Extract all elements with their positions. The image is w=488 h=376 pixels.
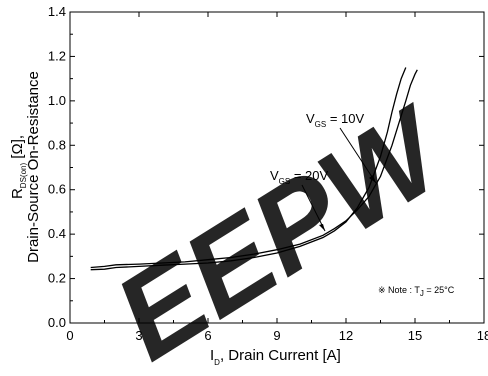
y-tick-label: 0.0 [48, 315, 66, 330]
y-axis-label-line2: Drain-Source On-Resistance [25, 71, 42, 263]
x-tick-label: 3 [135, 328, 142, 343]
x-tick-label: 6 [204, 328, 211, 343]
note-annotation: ※ Note : TJ = 25°C [378, 285, 455, 298]
x-tick-label: 0 [66, 328, 73, 343]
x-tick-label: 15 [408, 328, 422, 343]
x-tick-label: 18 [477, 328, 488, 343]
y-tick-label: 1.4 [48, 4, 66, 19]
y-tick-label: 0.2 [48, 271, 66, 286]
y-tick-label: 0.6 [48, 182, 66, 197]
y-tick-label: 1.0 [48, 93, 66, 108]
x-tick-label: 9 [273, 328, 280, 343]
y-axis-label: RDS(on) [Ω], Drain-Source On-Resistance [9, 71, 42, 263]
y-tick-label: 0.4 [48, 226, 66, 241]
y-tick-label: 1.2 [48, 48, 66, 63]
x-axis-label: ID, Drain Current [A] [210, 347, 341, 367]
y-tick-label: 0.8 [48, 137, 66, 152]
x-tick-label: 12 [339, 328, 353, 343]
